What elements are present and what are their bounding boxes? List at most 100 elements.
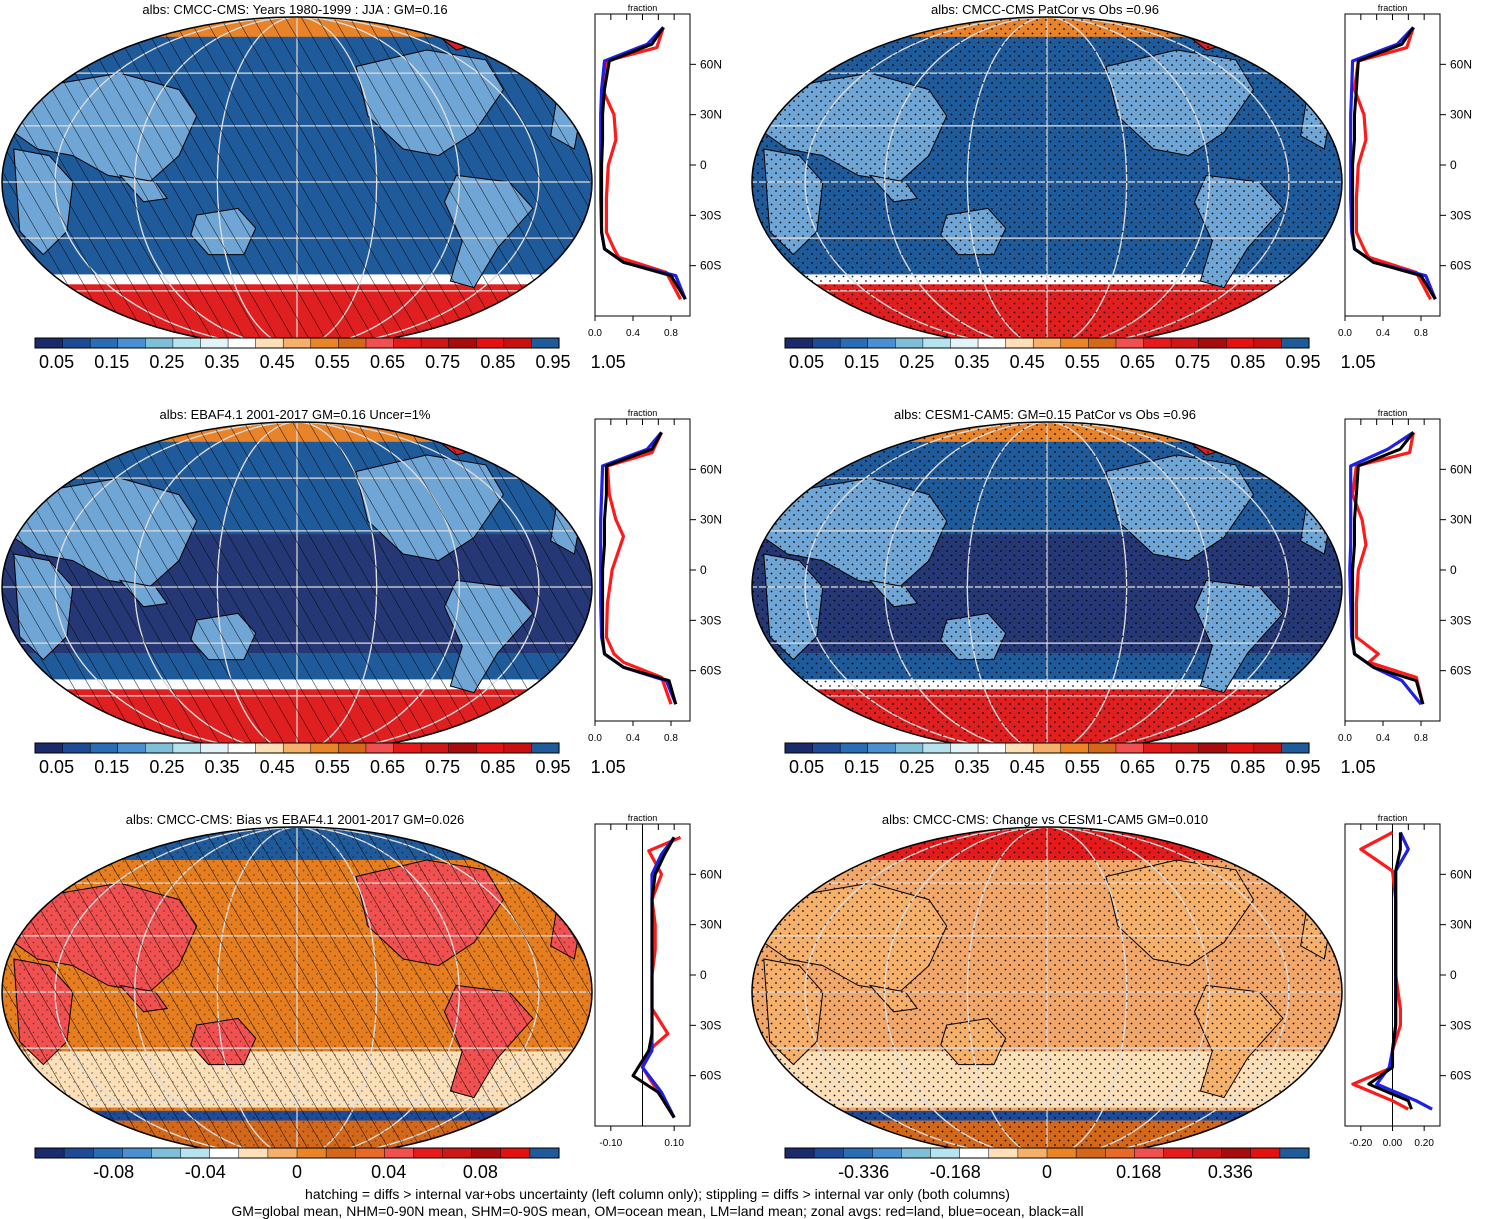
profile-tick-label: 0.10 [664,1138,684,1149]
colorbar-swatch [89,337,119,349]
colorbar-label: 0.45 [260,352,295,372]
colorbar-swatch [1163,1147,1194,1159]
panel-p1: albs: CMCC-CMS: Years 1980-1999 : JJA : … [1,2,722,372]
colorbar-swatch [200,337,229,349]
zonal-profile: fraction 60N 30N 0 30S 60S 0.0 0.4 0.8 [588,408,722,744]
panel-p2: albs: CMCC-CMS PatCor vs Obs =0.96 0.05 0.… [751,2,1472,372]
colorbar-swatch [1170,337,1200,349]
colorbar-swatch [922,337,952,349]
profile-tick-label: 0.8 [1414,328,1428,339]
lat-label: 0 [700,158,707,172]
profile-tick-label: -0.10 [599,1138,622,1149]
profile-xlabel: fraction [628,408,658,418]
map [752,827,1342,1157]
map [2,422,592,752]
colorbar-label: 0.15 [844,757,879,777]
colorbar-swatch [448,337,477,349]
colorbar-swatch [813,1147,844,1159]
colorbar-swatch [393,337,422,349]
footer-line-1: hatching = diffs > internal var+obs unce… [305,1186,1010,1202]
colorbar-label: 0.75 [1175,352,1210,372]
stippling [752,827,1342,1157]
colorbar-swatch [200,742,229,754]
lat-label: 30N [1450,513,1472,527]
colorbar-frame [34,1147,560,1159]
colorbar-swatch [117,337,146,349]
colorbar-swatch [34,337,64,349]
colorbar-label: -0.04 [185,1162,226,1182]
colorbar-swatch [471,1147,502,1159]
panel-p5: albs: CMCC-CMS: Bias vs EBAF4.1 2001-201… [1,812,722,1182]
colorbar-swatch [255,742,284,754]
colorbar-swatch [1253,337,1282,349]
colorbar-label: 0.75 [425,757,460,777]
colorbar-swatch [1250,1147,1281,1159]
colorbar-label: 0.15 [94,352,129,372]
colorbar-label: 0.15 [94,757,129,777]
lat-label: 0 [1450,968,1457,982]
colorbar-swatch [151,1147,182,1159]
colorbar-swatch [1017,1147,1048,1159]
colorbar-swatch [282,337,312,349]
zonal-profile: fraction 60N 30N 0 30S 60S 0.0 0.4 0.8 [1338,408,1472,744]
colorbar-swatch [1253,742,1282,754]
colorbar-swatch [988,1147,1019,1159]
lat-label: 60S [1450,664,1471,678]
colorbar-swatch [977,742,1007,754]
colorbar-label: 0.25 [149,352,184,372]
colorbar-swatch [812,742,841,754]
colorbar-label: -0.08 [93,1162,134,1182]
colorbar-swatch [296,1147,327,1159]
colorbar-swatch [867,742,896,754]
colorbar-swatch [34,742,64,754]
profile-series-black [1351,26,1437,300]
colorbar-swatch [1170,742,1200,754]
colorbar-label: 0.35 [205,352,240,372]
colorbar-label: 0.45 [1010,352,1045,372]
map [752,17,1342,347]
colorbar-label: 0.336 [1208,1162,1253,1182]
colorbar-swatch [63,1147,94,1159]
colorbar-swatch [92,1147,123,1159]
lat-label: 30S [700,613,721,627]
colorbar-swatch [476,337,505,349]
lat-label: 0 [1450,158,1457,172]
colorbar-swatch [209,1147,240,1159]
colorbar-swatch [1088,337,1117,349]
colorbar-swatch [180,1147,211,1159]
profile-tick-label: 0.4 [1376,733,1390,744]
colorbar-swatch [1060,742,1089,754]
colorbar-swatch [354,1147,385,1159]
colorbar-label: 1.05 [1341,757,1376,777]
colorbar-label: 0.95 [535,757,570,777]
colorbar-swatch [1115,337,1145,349]
profile-series-black [600,26,687,300]
colorbar-swatch [950,337,979,349]
colorbar-label: 1.05 [1341,352,1376,372]
colorbar-swatch [500,1147,531,1159]
colorbar-swatch [172,337,202,349]
colorbar-label: 0.35 [955,757,990,777]
colorbar-swatch [117,742,146,754]
profile-tick-label: 0.0 [588,733,602,744]
colorbar-label: 0.35 [955,352,990,372]
colorbar-label: 0.95 [1285,352,1320,372]
colorbar-swatch [227,337,257,349]
profile-tick-label: 0.8 [1414,733,1428,744]
colorbar-label: 0.08 [463,1162,498,1182]
colorbar-swatch [238,1147,269,1159]
profile-series-black [601,431,678,705]
lat-label: 30N [700,513,722,527]
colorbar-swatch [930,1147,961,1159]
panel-title: albs: EBAF4.1 2001-2017 GM=0.16 Uncer=1% [160,407,431,422]
colorbar-swatch [1279,1147,1310,1159]
lat-label: 30N [700,918,722,932]
colorbar-swatch [1281,337,1310,349]
colorbar-swatch [145,337,174,349]
colorbar-label: 0 [292,1162,302,1182]
colorbar-label: 0.55 [1065,352,1100,372]
colorbar-swatch [1221,1147,1252,1159]
colorbar-swatch [922,742,952,754]
profile-tick-label: 0.0 [588,328,602,339]
colorbar-swatch [476,742,505,754]
